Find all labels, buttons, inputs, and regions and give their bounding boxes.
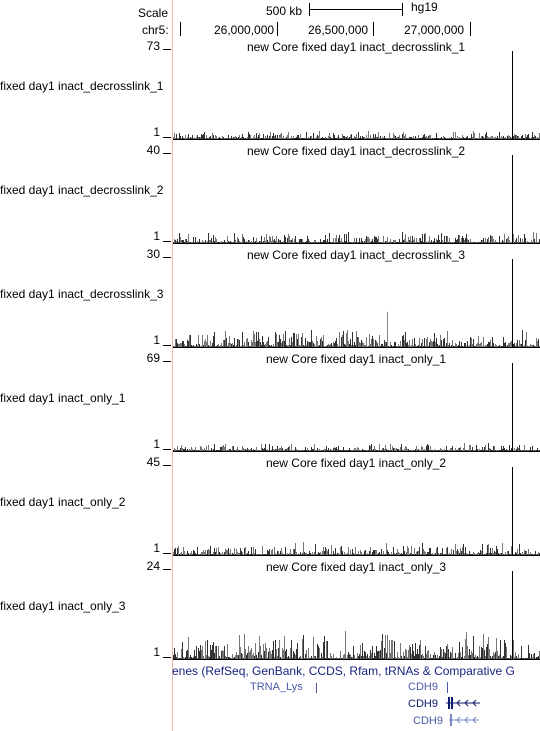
assembly-label: hg19 [411,0,438,14]
gene-label-trna-lys[interactable]: TRNA_Lys [250,681,303,693]
chrom-label: chr5: [142,23,169,37]
genes-track-title: enes (RefSeq, GenBank, CCDS, Rfam, tRNAs… [172,664,515,678]
ruler-tick [180,22,181,36]
signal-plot[interactable] [173,465,540,557]
axis-tick [163,361,171,362]
track-ymax-label: 30 [146,247,160,261]
axis-tick [163,569,171,570]
track-side-label[interactable]: fixed day1 inact_only_2 [0,495,126,509]
track-ymin-label: 1 [153,229,160,243]
signal-plot[interactable] [173,153,540,245]
track-side-label[interactable]: fixed day1 inact_decrosslink_2 [0,183,164,197]
axis-tick [163,657,171,658]
ruler-position: 26,000,000 [214,23,275,37]
axis-tick [163,49,171,50]
ruler-tick [277,22,278,36]
ruler-tick [470,22,471,36]
track-side-label[interactable]: fixed day1 inact_decrosslink_1 [0,79,164,93]
signal-plot[interactable] [173,569,540,661]
axis-tick [163,257,171,258]
track-ymax-label: 69 [146,351,160,365]
axis-tick [163,241,171,242]
track-title[interactable]: new Core fixed day1 inact_decrosslink_1 [246,40,466,54]
gene-label-cdh9[interactable]: CDH9 [408,681,438,693]
scale-bar-tick-left [309,3,310,16]
scale-bar [309,9,403,10]
track-ymax-label: 40 [146,143,160,157]
scale-label: Scale [138,6,169,20]
track-ymin-label: 1 [153,645,160,659]
axis-tick [163,465,171,466]
signal-plot[interactable] [173,49,540,141]
track-ymax-label: 73 [146,39,160,53]
scale-size: 500 kb [266,4,303,18]
track-ymax-label: 24 [146,559,160,573]
ruler-position: 27,000,000 [404,23,465,37]
gene-feature-cdh9[interactable] [449,713,483,727]
axis-tick [163,449,171,450]
track-title[interactable]: new Core fixed day1 inact_decrosslink_3 [246,248,466,262]
gene-feature-trna-lys[interactable] [316,683,317,693]
gene-label-cdh9[interactable]: CDH9 [408,698,438,710]
gene-label-cdh9[interactable]: CDH9 [413,715,443,727]
signal-plot[interactable] [173,257,540,349]
gene-feature-cdh9[interactable] [446,696,486,710]
track-side-label[interactable]: fixed day1 inact_only_1 [0,391,126,405]
track-title[interactable]: new Core fixed day1 inact_only_1 [265,352,447,366]
track-title[interactable]: new Core fixed day1 inact_only_2 [265,456,447,470]
signal-plot[interactable] [173,361,540,453]
signal-track[interactable]: 73 new Core fixed day1 inact_decrosslink_… [0,39,540,143]
scale-bar-tick-right [402,3,403,16]
track-ymin-label: 1 [153,541,160,555]
track-ymin-label: 1 [153,333,160,347]
track-side-label[interactable]: fixed day1 inact_only_3 [0,599,126,613]
track-ymin-label: 1 [153,437,160,451]
axis-tick [163,553,171,554]
signal-track[interactable]: 30 new Core fixed day1 inact_decrosslink_… [0,247,540,351]
track-title[interactable]: new Core fixed day1 inact_decrosslink_2 [246,144,466,158]
signal-track[interactable]: 40 new Core fixed day1 inact_decrosslink_… [0,143,540,247]
track-side-label[interactable]: fixed day1 inact_decrosslink_3 [0,287,164,301]
axis-tick [163,345,171,346]
ruler-position: 26,500,000 [308,23,369,37]
viewport-left-edge [172,0,173,731]
axis-tick [163,153,171,154]
track-title[interactable]: new Core fixed day1 inact_only_3 [265,560,447,574]
track-ymin-label: 1 [153,125,160,139]
ruler-tick [373,22,374,36]
track-ymax-label: 45 [146,455,160,469]
axis-tick [163,137,171,138]
gene-feature-cdh9[interactable] [447,682,448,693]
